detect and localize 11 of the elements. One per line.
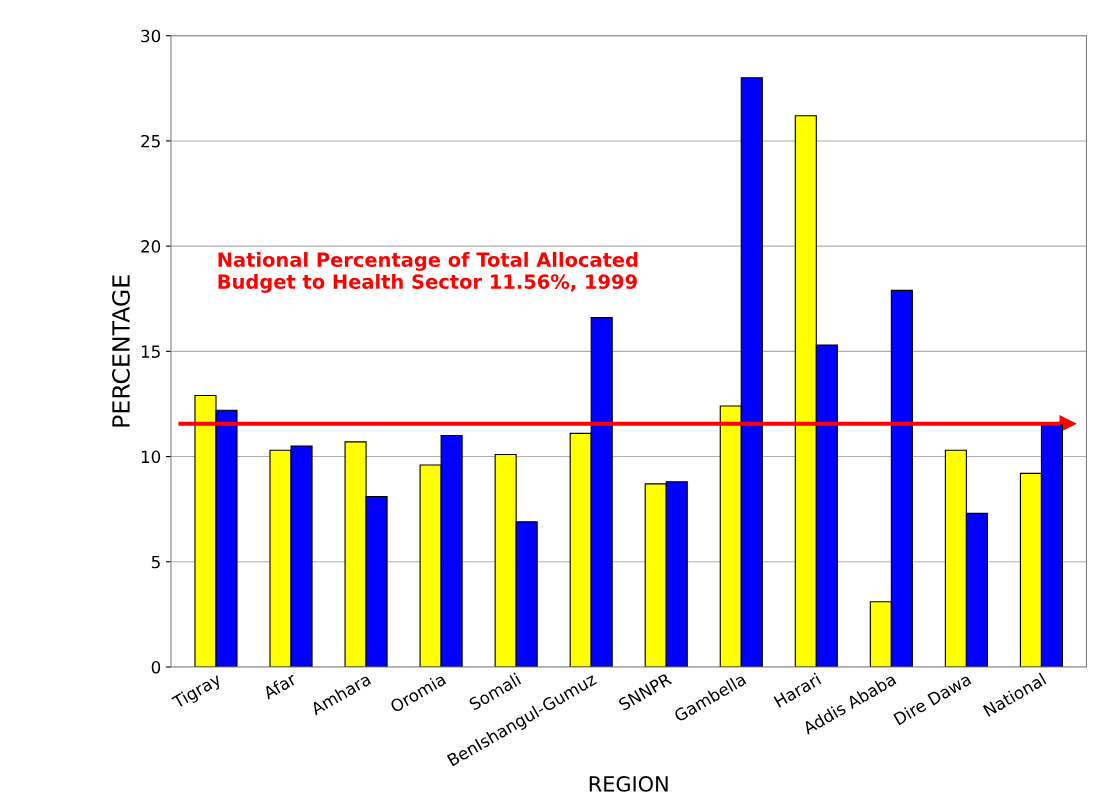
x-tick-label: Afar [261, 671, 298, 700]
y-axis-title: PERCENTAGE [112, 275, 130, 427]
annotation: National Percentage of Total Allocated Budget to Health Sector 11.56%, 1999 [218, 251, 638, 293]
y-tick-label: 5 [151, 555, 160, 569]
y-tick-label: 10 [141, 450, 161, 464]
y-tick-label: 0 [151, 660, 161, 674]
y-tick-label: 15 [141, 345, 160, 358]
y-tick-label: 20 [141, 240, 161, 253]
y-tick-label: 30 [141, 29, 161, 43]
x-axis-title: REGION [589, 776, 668, 792]
y-tick-label: 25 [141, 134, 160, 148]
